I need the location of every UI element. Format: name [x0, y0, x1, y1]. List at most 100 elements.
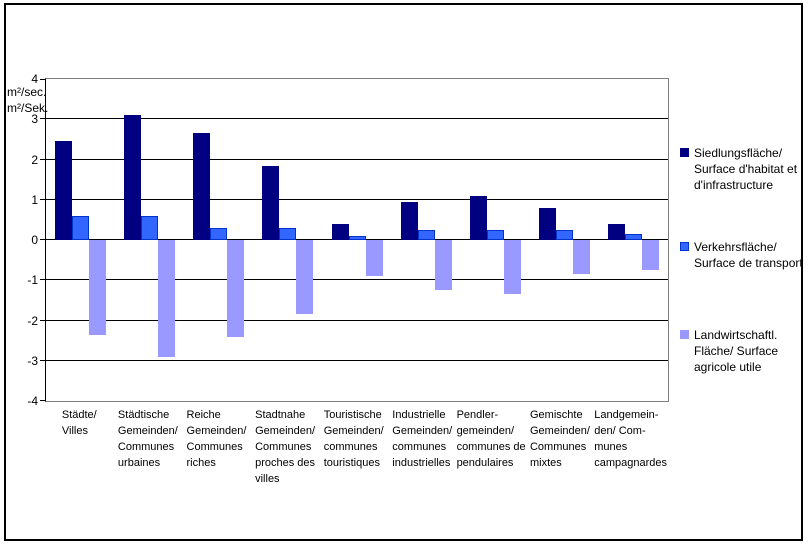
x-axis-category-label: Touristische Gemeinden/communes touristiqu… — [324, 407, 384, 487]
x-axis-category-label: Reiche Gemeinden/Communes riches — [187, 407, 247, 487]
chart-outer-border — [4, 3, 803, 541]
bar — [55, 141, 73, 240]
x-axis-category: Reiche Gemeinden/Communes riches — [182, 407, 251, 487]
x-axis-category-label-line: proches des — [255, 457, 316, 469]
legend-swatch-icon — [680, 148, 689, 157]
x-axis-category-label-line: Gemeinden/ — [117, 425, 178, 437]
bar — [158, 240, 176, 357]
gridline — [46, 159, 668, 160]
x-axis-labels: Städte/Villes Städtische Gemeinden/Commune… — [45, 407, 667, 487]
x-axis-category-label-line: Communes — [529, 441, 587, 453]
x-axis-category: Städtische Gemeinden/Communes urbaines — [114, 407, 183, 487]
y-axis-tick — [40, 118, 46, 119]
y-axis-title-line-1: m²/sec. — [7, 85, 47, 99]
x-axis-category-label-line: Industrielle — [392, 409, 446, 421]
bar — [210, 227, 228, 240]
y-axis-tick-label: 0 — [31, 233, 38, 247]
bar — [607, 223, 625, 240]
y-axis-title: m²/sec. m²/Sek. — [7, 84, 48, 116]
y-axis-tick — [40, 320, 46, 321]
legend-swatch-icon — [680, 330, 689, 339]
bar — [193, 133, 211, 240]
x-axis-category-label-line: Communes — [255, 441, 312, 453]
x-axis-category-label: Landgemein-den/ Com-munes campagnardes — [594, 407, 667, 487]
x-axis-category-label-line: urbaines — [117, 457, 161, 469]
y-axis-tick — [40, 400, 46, 401]
bar — [486, 229, 504, 240]
bar — [434, 240, 452, 291]
x-axis-category-label-line: Touristische — [323, 409, 382, 421]
bar — [89, 240, 107, 335]
legend-entry-label-line: Surface d'habitat et — [694, 162, 798, 176]
legend-entry-label-line: Siedlungsfläche/ — [694, 146, 783, 160]
x-axis-category-label-line: pendulaires — [456, 457, 514, 469]
x-axis-category-label: Gemischte Gemeinden/Communes mixtes — [530, 407, 590, 487]
y-axis-title-line-2: m²/Sek. — [7, 101, 49, 115]
bar — [624, 233, 642, 240]
legend-entry-label: Landwirtschaftl. Fläche/ Surface agricole … — [694, 327, 778, 375]
x-axis-category-label: Städte/Villes — [62, 407, 97, 487]
x-axis-category: Städte/Villes — [45, 407, 114, 487]
y-axis-tick-label: -4 — [27, 394, 38, 408]
legend: Siedlungsfläche/Surface d'habitat et d'in… — [680, 145, 808, 375]
x-axis-category-label-line: mixtes — [529, 457, 562, 469]
bar — [348, 235, 366, 240]
bar — [503, 240, 521, 295]
bar — [400, 201, 418, 240]
x-axis-category-label-line: riches — [186, 457, 216, 469]
x-axis-category-label-line: communes de — [456, 441, 526, 453]
x-axis-category-label: Städtische Gemeinden/Communes urbaines — [118, 407, 178, 487]
y-axis-tick-label: -2 — [27, 314, 38, 328]
bar — [227, 240, 245, 337]
legend-entry-label-line: Surface de transport — [694, 256, 803, 270]
legend-swatch-icon — [680, 242, 689, 251]
legend-entry-label-line: Landwirtschaftl. — [694, 328, 778, 342]
x-axis-category-label: Stadtnahe Gemeinden/Communes proches des vi… — [255, 407, 315, 487]
bar — [538, 207, 556, 240]
gridline — [46, 320, 668, 321]
x-axis-category-label-line: campagnardes — [594, 457, 668, 469]
y-axis-tick-label: 3 — [31, 112, 38, 126]
y-axis-tick — [40, 199, 46, 200]
bar — [641, 240, 659, 271]
legend-entry-label-line: Fläche/ Surface — [694, 344, 779, 358]
legend-entry: Siedlungsfläche/Surface d'habitat et d'in… — [680, 145, 808, 193]
x-axis-category-label-line: communes — [392, 441, 447, 453]
x-axis-category-label-line: den/ Com- — [594, 425, 646, 437]
x-axis-category-label-line: Gemeinden/ — [529, 425, 590, 437]
x-axis-category-label-line: Villes — [61, 425, 88, 437]
bar — [262, 165, 280, 240]
legend-entry: Landwirtschaftl. Fläche/ Surface agricole … — [680, 327, 808, 375]
y-axis-tick — [40, 279, 46, 280]
gridline — [46, 279, 668, 280]
legend-entry-label: Siedlungsfläche/Surface d'habitat et d'in… — [694, 145, 797, 193]
bar — [555, 229, 573, 240]
bar — [417, 229, 435, 240]
x-axis-category-label-line: Gemischte — [529, 409, 583, 421]
x-axis-category-label-line: Communes — [117, 441, 175, 453]
x-axis-category-label-line: Landgemein- — [594, 409, 659, 421]
y-axis-tick-label: -3 — [27, 354, 38, 368]
y-axis-tick-label: 4 — [31, 72, 38, 86]
bar — [279, 227, 297, 240]
x-axis-category-label-line: Reiche — [186, 409, 221, 421]
x-axis-category: Stadtnahe Gemeinden/Communes proches des vi… — [251, 407, 320, 487]
x-axis-category-label-line: Stadtnahe — [255, 409, 306, 421]
x-axis-category-label-line: Gemeinden/ — [323, 425, 384, 437]
legend-entry: Verkehrsfläche/Surface de transport — [680, 239, 808, 271]
plot-area: 4 3 2 1 0 -1 -2 -3 -4 — [27, 72, 669, 408]
legend-entry-label: Verkehrsfläche/Surface de transport — [694, 239, 803, 271]
x-axis-category-label-line: Gemeinden/ — [186, 425, 247, 437]
bar — [572, 240, 590, 275]
bar — [72, 215, 90, 240]
legend-entry-label-line: agricole utile — [694, 360, 762, 374]
x-axis-category-label-line: touristiques — [323, 457, 380, 469]
y-axis-tick — [40, 79, 46, 80]
x-axis-category-label-line: Pendler- — [456, 409, 499, 421]
bar — [124, 115, 142, 240]
x-axis-category-label-line: gemeinden/ — [456, 425, 515, 437]
x-axis-category-label-line: communes — [323, 441, 378, 453]
x-axis-category-label-line: Communes — [186, 441, 243, 453]
x-axis-category: Landgemein-den/ Com-munes campagnardes — [594, 407, 667, 487]
